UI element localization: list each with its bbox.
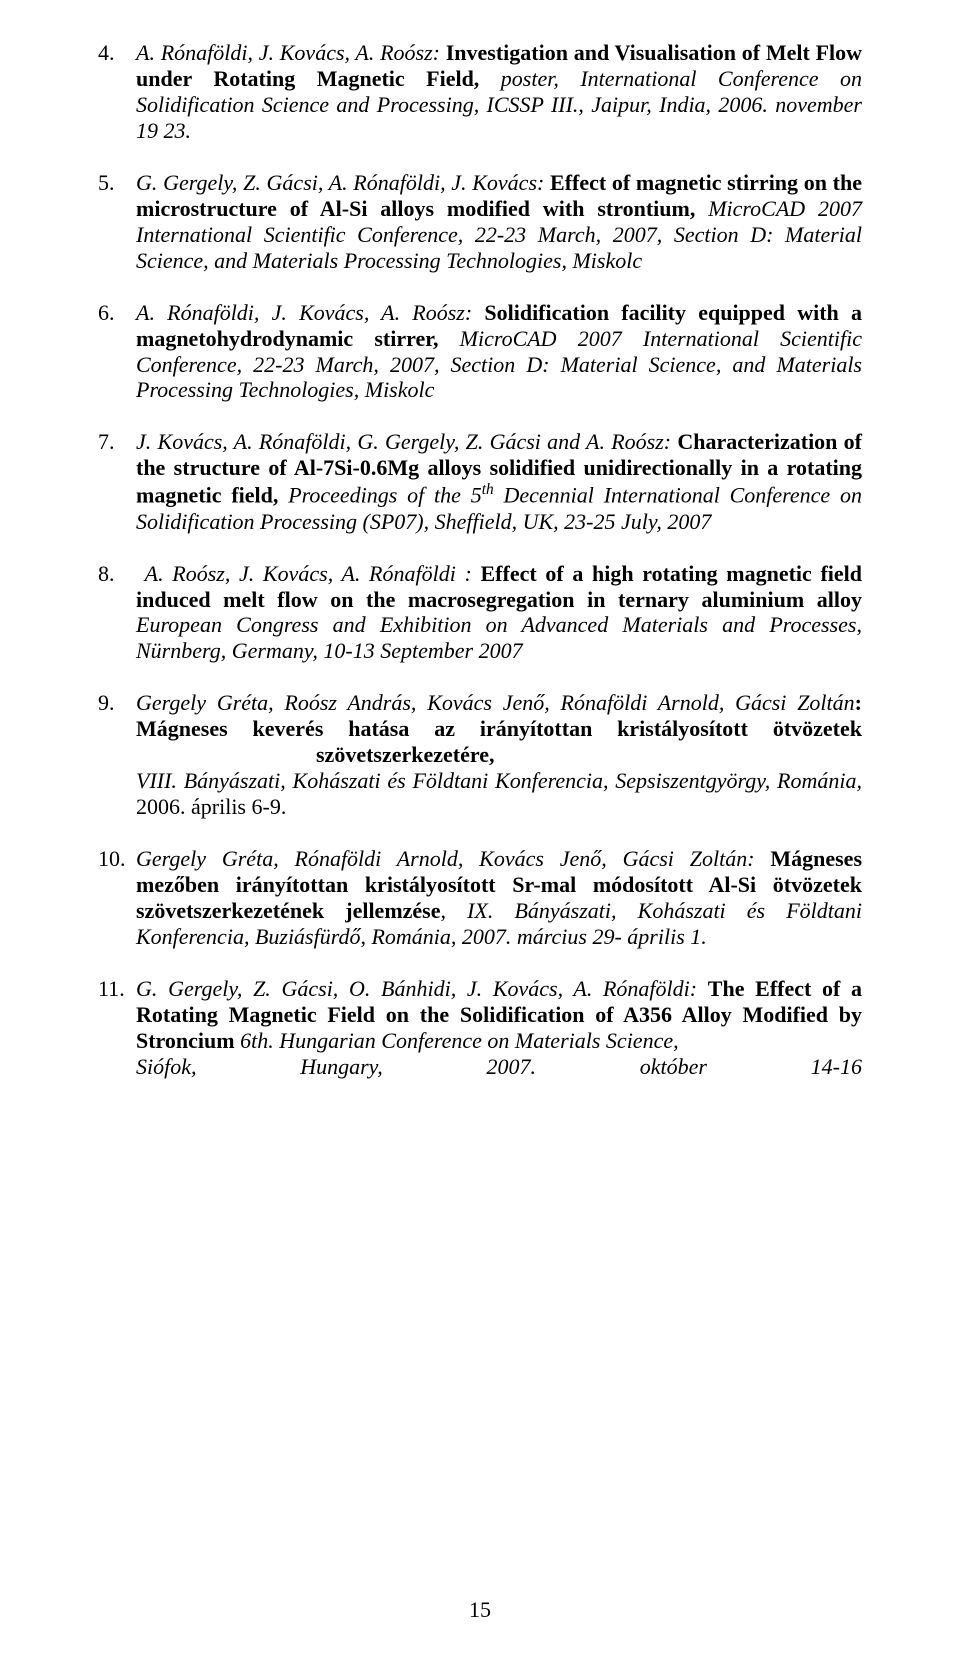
- reference-list: A. Rónaföldi, J. Kovács, A. Roósz: Inves…: [98, 40, 862, 1080]
- reference-authors: Gergely Gréta, Rónaföldi Arnold, Kovács …: [136, 846, 755, 871]
- reference-details: Proceedings of the 5: [288, 483, 482, 508]
- reference-authors: A. Roósz, J. Kovács, A. Rónaföldi :: [145, 561, 472, 586]
- document-page: A. Rónaföldi, J. Kovács, A. Roósz: Inves…: [0, 0, 960, 1653]
- reference-details: 6th. Hungarian Conference on Materials S…: [240, 1028, 679, 1053]
- reference-item: G. Gergely, Z. Gácsi, A. Rónaföldi, J. K…: [98, 170, 862, 274]
- reference-details: European Congress and Exhibition on Adva…: [136, 612, 862, 663]
- reference-item: G. Gergely, Z. Gácsi, O. Bánhidi, J. Kov…: [98, 976, 862, 1080]
- reference-authors: G. Gergely, Z. Gácsi, A. Rónaföldi, J. K…: [136, 170, 544, 195]
- reference-authors: A. Rónaföldi, J. Kovács, A. Roósz:: [136, 300, 472, 325]
- reference-item: A. Roósz, J. Kovács, A. Rónaföldi : Effe…: [98, 561, 862, 665]
- reference-item: J. Kovács, A. Rónaföldi, G. Gergely, Z. …: [98, 429, 862, 534]
- reference-item: Gergely Gréta, Rónaföldi Arnold, Kovács …: [98, 846, 862, 950]
- page-number: 15: [0, 1597, 960, 1623]
- reference-authors: A. Rónaföldi, J. Kovács, A. Roósz:: [136, 40, 440, 65]
- reference-item: Gergely Gréta, Roósz András, Kovács Jenő…: [98, 690, 862, 820]
- reference-authors: G. Gergely, Z. Gácsi, O. Bánhidi, J. Kov…: [136, 976, 697, 1001]
- reference-item: A. Rónaföldi, J. Kovács, A. Roósz: Solid…: [98, 300, 862, 404]
- reference-authors: J. Kovács, A. Rónaföldi, G. Gergely, Z. …: [136, 429, 671, 454]
- reference-item: A. Rónaföldi, J. Kovács, A. Roósz: Inves…: [98, 40, 862, 144]
- reference-authors: Gergely Gréta, Roósz András, Kovács Jenő…: [136, 690, 855, 715]
- reference-details: VIII. Bányászati, Kohászati és Földtani …: [136, 768, 862, 793]
- reference-title: Mágneses keverés hatása az irányítottan …: [136, 716, 862, 741]
